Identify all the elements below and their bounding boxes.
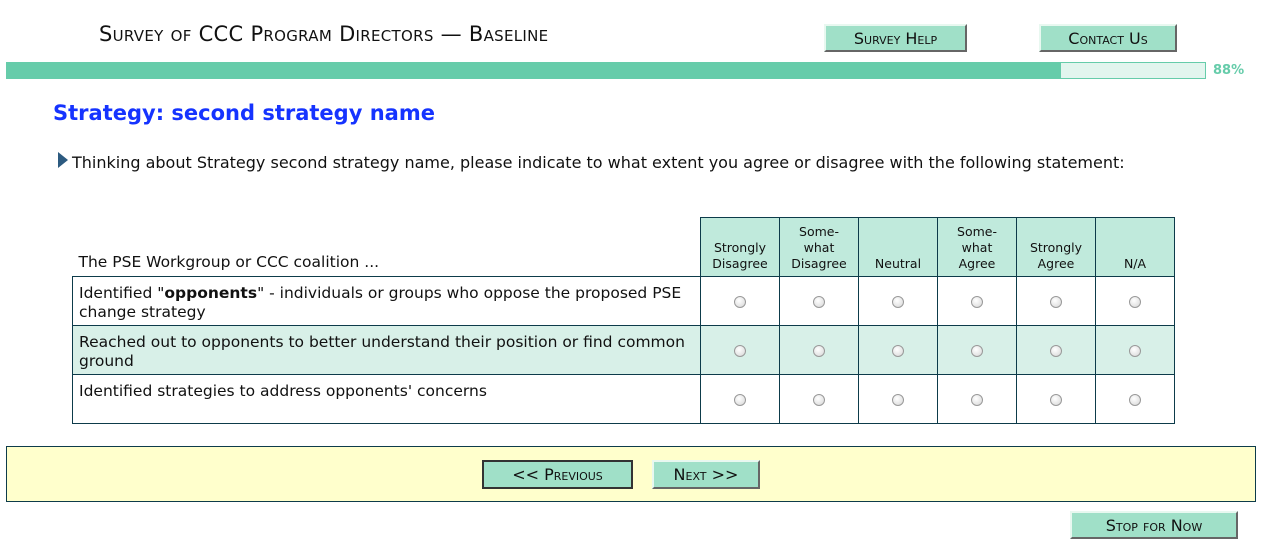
radio-button[interactable] [813,393,825,406]
column-header-line: Disagree [712,256,768,271]
radio-button[interactable] [813,344,825,357]
progress-bar [6,62,1206,79]
column-header-line: Strongly [1029,240,1083,255]
column-header-line: Strongly [713,240,767,255]
table-row: Reached out to opponents to better under… [72,325,1175,375]
radio-button[interactable] [1129,344,1141,357]
likert-grid: The PSE Workgroup or CCC coalition ... S… [72,217,1175,424]
radio-button[interactable] [892,344,904,357]
progress-fill [7,63,1062,78]
radio-cell [779,325,859,375]
column-header-line: Some- [957,224,997,239]
question-text: Thinking about Strategy second strategy … [72,153,1125,172]
question-arrow-icon [58,152,68,168]
radio-button[interactable] [734,344,746,357]
radio-cell [858,374,938,424]
radio-cell [1016,325,1096,375]
radio-button[interactable] [971,344,983,357]
table-row: Identified "opponents" - individuals or … [72,276,1175,326]
radio-cell [1016,276,1096,326]
radio-cell [1095,374,1175,424]
page-heading: Strategy: second strategy name [53,101,435,125]
statement-pre: Reached out to opponents to better under… [79,333,685,370]
radio-cell [700,276,780,326]
column-header: Neutral [858,217,938,277]
radio-cell [937,276,1017,326]
column-header: Strongly Agree [1016,217,1096,277]
radio-cell [858,276,938,326]
contact-us-button[interactable]: Contact Us [1039,24,1177,52]
radio-button[interactable] [971,295,983,308]
statement-pre: Identified " [79,284,165,302]
radio-cell [779,374,859,424]
column-header: Strongly Disagree [700,217,780,277]
radio-cell [1095,325,1175,375]
radio-button[interactable] [892,393,904,406]
radio-button[interactable] [734,393,746,406]
statement-post: " - individuals or groups who oppose the… [79,284,682,321]
statement-text: Identified strategies to address opponen… [72,374,701,424]
radio-cell [1095,276,1175,326]
column-header-line: Neutral [874,256,922,271]
radio-button[interactable] [892,295,904,308]
previous-button[interactable]: << Previous [482,460,633,489]
next-button[interactable]: Next >> [652,460,760,489]
radio-button[interactable] [1050,393,1062,406]
progress-percent: 88% [1213,63,1245,78]
column-header-line: N/A [1123,256,1147,271]
column-header: Some-what Disagree [779,217,859,277]
radio-cell [700,325,780,375]
radio-cell [1016,374,1096,424]
statement-text: Identified "opponents" - individuals or … [72,276,701,326]
radio-cell [700,374,780,424]
grid-lead-label: The PSE Workgroup or CCC coalition ... [72,217,701,277]
survey-title: Survey of CCC Program Directors — Baseli… [99,22,549,46]
radio-button[interactable] [1129,295,1141,308]
radio-cell [937,374,1017,424]
column-header-line: Agree [958,256,996,271]
column-header-line: Agree [1037,256,1075,271]
radio-button[interactable] [1050,295,1062,308]
stop-for-now-button[interactable]: Stop for Now [1070,511,1238,539]
column-header-line: what [803,240,835,255]
radio-button[interactable] [734,295,746,308]
survey-help-button[interactable]: Survey Help [824,24,967,52]
radio-cell [937,325,1017,375]
radio-cell [779,276,859,326]
radio-button[interactable] [1050,344,1062,357]
statement-pre: Identified strategies to address opponen… [79,382,487,400]
column-header-line: Disagree [791,256,847,271]
column-header-line: Some- [799,224,839,239]
radio-button[interactable] [813,295,825,308]
column-header: N/A [1095,217,1175,277]
statement-text: Reached out to opponents to better under… [72,325,701,375]
radio-button[interactable] [1129,393,1141,406]
statement-bold: opponents [164,284,258,302]
column-header-line: what [961,240,993,255]
radio-button[interactable] [971,393,983,406]
table-row: Identified strategies to address opponen… [72,374,1175,424]
radio-cell [858,325,938,375]
column-header: Some-what Agree [937,217,1017,277]
